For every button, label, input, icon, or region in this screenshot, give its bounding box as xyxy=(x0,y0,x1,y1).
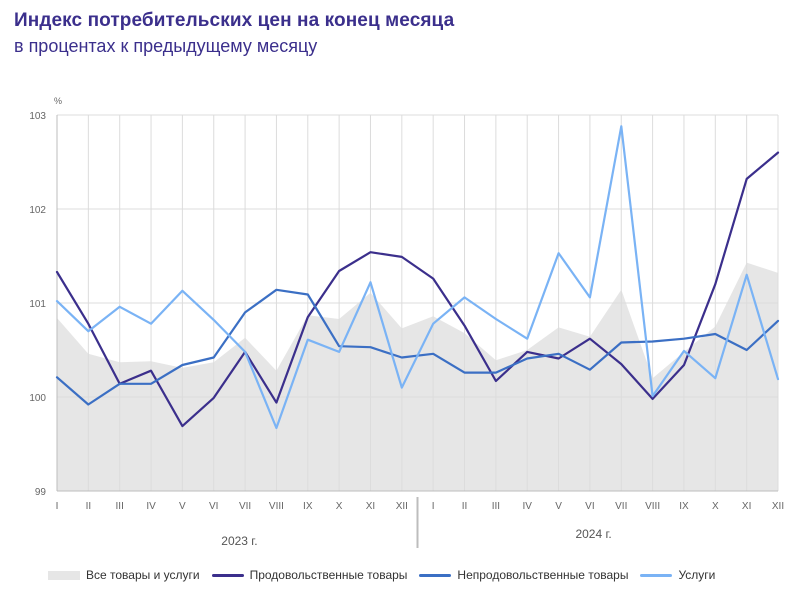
legend-label-nonfood: Непродовольственные товары xyxy=(457,568,629,582)
legend-label-all: Все товары и услуги xyxy=(86,568,200,582)
y-tick-label: 102 xyxy=(29,205,46,216)
x-tick-label: IV xyxy=(146,501,156,512)
year-label-2024: 2024 г. xyxy=(575,527,611,541)
x-tick-label: III xyxy=(492,501,500,512)
x-tick-label: VIII xyxy=(645,501,660,512)
legend-label-food: Продовольственные товары xyxy=(249,568,408,582)
y-tick-label: 99 xyxy=(35,487,47,498)
x-tick-label: VII xyxy=(239,501,251,512)
y-tick-label: 103 xyxy=(29,111,46,122)
x-tick-label: XII xyxy=(396,501,408,512)
x-tick-label: VII xyxy=(615,501,627,512)
x-tick-label: XI xyxy=(742,501,751,512)
chart-subtitle: в процентах к предыдущему месяцу xyxy=(14,36,318,56)
x-tick-label: II xyxy=(86,501,92,512)
x-tick-label: II xyxy=(462,501,468,512)
line-services xyxy=(55,125,780,430)
x-tick-label: IV xyxy=(522,501,532,512)
legend-label-services: Услуги xyxy=(678,568,716,582)
legend-item-nonfood: Непродовольственные товары xyxy=(419,568,628,582)
x-tick-label: I xyxy=(432,501,435,512)
x-tick-label: IX xyxy=(303,501,313,512)
x-tick-label: VI xyxy=(209,501,218,512)
legend-swatch-nonfood xyxy=(419,573,452,577)
chart-title: Индекс потребительских цен на конец меся… xyxy=(14,10,455,31)
legend-item-services: Услуги xyxy=(640,568,715,582)
x-tick-label: XI xyxy=(366,501,375,512)
x-tick-label: VIII xyxy=(269,501,284,512)
x-tick-label: III xyxy=(116,501,124,512)
x-tick-label: I xyxy=(56,501,59,512)
x-tick-label: VI xyxy=(585,501,594,512)
x-tick-label: IX xyxy=(679,501,689,512)
x-tick-label: X xyxy=(336,501,343,512)
legend: Все товары и услуги Продовольственные то… xyxy=(48,568,727,582)
x-tick-label: V xyxy=(179,501,186,512)
legend-item-food: Продовольственные товары xyxy=(211,568,408,582)
legend-swatch-all xyxy=(48,570,80,580)
legend-item-all: Все товары и услуги xyxy=(48,568,200,582)
legend-swatch-services xyxy=(640,573,673,577)
x-tick-label: V xyxy=(555,501,562,512)
legend-swatch-food xyxy=(211,573,244,577)
y-tick-label: 101 xyxy=(29,299,46,310)
year-label-2023: 2023 г. xyxy=(221,534,257,548)
x-tick-label: X xyxy=(712,501,719,512)
x-tick-label: XII xyxy=(772,501,784,512)
y-unit-label: % xyxy=(54,96,62,106)
line-food xyxy=(55,151,780,428)
area-all-goods-services xyxy=(57,262,778,491)
y-tick-label: 100 xyxy=(29,393,46,404)
